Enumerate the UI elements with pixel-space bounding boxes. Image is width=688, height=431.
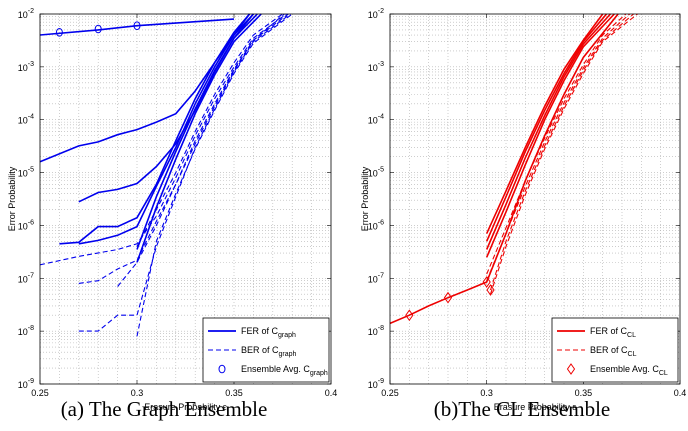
x-tick-label: 0.4 (674, 388, 687, 398)
y-tick-exponent: -3 (28, 61, 34, 68)
y-tick-label: 10-4 (18, 114, 34, 126)
y-axis-label: Error Probability (7, 166, 17, 231)
series-line-ber-13 (136, 13, 283, 247)
y-tick-exponent: -9 (378, 378, 384, 385)
legend-subscript: CL (628, 351, 637, 358)
ensemble-marker-3 (482, 276, 491, 288)
y-tick-exponent: -8 (378, 325, 384, 332)
legend-swatch-3 (218, 364, 226, 374)
x-tick-label: 0.25 (381, 388, 399, 398)
series-line-fer-4 (485, 13, 615, 258)
x-axis-label: Erasure Probability ε (494, 402, 577, 412)
series-line-fer-4 (78, 13, 254, 245)
axes-box (389, 13, 681, 385)
y-tick-exponent: -7 (28, 272, 34, 279)
series-line-fer-5 (136, 13, 258, 250)
chart-panel-2: 10-910-810-710-610-510-410-310-20.25 0.3 0… (360, 8, 686, 421)
y-tick-label: 10-6 (368, 219, 384, 231)
y-tick-label: 10-3 (18, 61, 34, 73)
y-tick-exponent: -4 (378, 114, 384, 121)
x-axis-label: Erasure Probability ε (144, 402, 227, 412)
legend-subscript: graph (278, 332, 296, 339)
y-tick-label: 10-5 (18, 167, 34, 179)
y-tick-label: 10-2 (368, 8, 384, 20)
legend: FER of CCL BER of CCL Ensemble Avg. CCL (551, 317, 679, 383)
series-line-ber-9 (489, 13, 638, 295)
ensemble-marker-4 (486, 284, 495, 296)
legend-swatch-3 (566, 363, 576, 375)
y-tick-exponent: -5 (378, 167, 384, 174)
series-line-fer-6 (136, 13, 262, 263)
legend-subscript: graph (279, 351, 297, 358)
ensemble-marker-3 (133, 21, 141, 31)
y-tick-label: 10-8 (368, 325, 384, 337)
x-tick-label: 0.3 (480, 388, 493, 398)
y-tick-label: 10-7 (368, 272, 384, 284)
legend-label-3: Ensemble Avg. Cgraph (241, 364, 328, 377)
axes-box (39, 13, 332, 385)
y-tick-exponent: -7 (378, 272, 384, 279)
panel-caption: (a) The Graph Ensemble (61, 397, 268, 421)
legend-subscript: CL (627, 332, 636, 339)
x-tick-label: 0.25 (31, 388, 49, 398)
series-line-ber-6 (486, 13, 627, 275)
series-line-fer-3 (485, 13, 611, 250)
legend-subscript: graph (310, 370, 328, 377)
y-tick-exponent: -3 (378, 61, 384, 68)
ensemble-marker-1 (55, 28, 63, 37)
series-line-ber-8 (39, 13, 287, 266)
series-line-ber-11 (117, 13, 285, 287)
legend-subscript: CL (659, 370, 668, 377)
y-tick-label: 10-7 (18, 272, 34, 284)
y-tick-exponent: -8 (28, 325, 34, 332)
y-tick-exponent: -6 (28, 219, 34, 226)
ensemble-marker-1 (405, 309, 414, 322)
legend-label-1: FER of CCL (590, 326, 636, 339)
series-line-ber-10 (78, 13, 291, 332)
series-line-fer-1 (485, 13, 604, 234)
x-tick-label: 0.3 (131, 388, 144, 398)
ensemble-markers (55, 21, 141, 37)
series-line-ber-7 (486, 13, 631, 281)
y-tick-exponent: -2 (28, 8, 34, 15)
y-tick-exponent: -6 (378, 219, 384, 226)
y-tick-label: 10-3 (368, 61, 384, 73)
ensemble-marker-2 (443, 291, 453, 304)
ensemble-marker-2 (94, 24, 102, 34)
y-tick-label: 10-6 (18, 219, 34, 231)
legend-label-3: Ensemble Avg. CCL (590, 364, 668, 377)
series-line-ber-8 (489, 13, 634, 291)
y-tick-label: 10-5 (368, 167, 384, 179)
y-tick-label: 10-8 (18, 325, 34, 337)
y-tick-label: 10-4 (368, 114, 384, 126)
y-tick-exponent: -2 (378, 8, 384, 15)
tick-marks (389, 13, 681, 385)
series-line-fer-3 (59, 13, 251, 245)
grid (390, 14, 680, 384)
y-tick-exponent: -5 (28, 167, 34, 174)
x-tick-label: 0.35 (225, 388, 243, 398)
y-tick-exponent: -9 (28, 378, 34, 385)
series-group (389, 13, 638, 325)
series-line-ber-12 (136, 13, 293, 337)
x-tick-label: 0.4 (325, 388, 338, 398)
series-group (39, 13, 293, 337)
legend-label-2: BER of CCL (590, 345, 637, 358)
series-line-fer-7 (39, 18, 235, 36)
y-tick-label: 10-2 (18, 8, 34, 20)
ensemble-markers (405, 276, 495, 322)
y-tick-exponent: -4 (28, 114, 34, 121)
chart-panel-1: 10-910-810-710-610-510-410-310-20.25 0.3 0… (7, 8, 337, 421)
x-tick-label: 0.35 (575, 388, 593, 398)
panel-caption: (b)The CL Ensemble (434, 397, 611, 421)
series-line-fer-2 (485, 13, 608, 242)
y-axis-label: Error Probability (360, 166, 370, 231)
